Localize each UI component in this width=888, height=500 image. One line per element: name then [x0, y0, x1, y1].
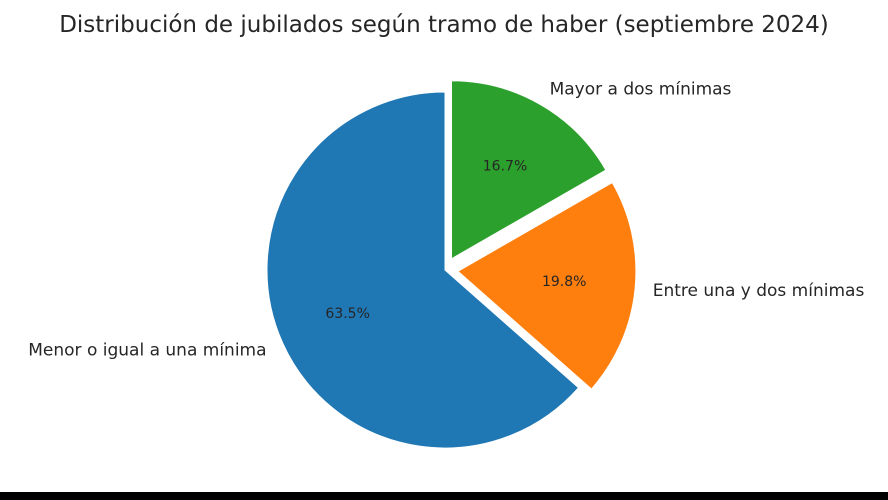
pie-slice — [457, 181, 637, 390]
pie-slice — [451, 80, 607, 260]
slice-percent-label: 63.5% — [325, 306, 369, 322]
slice-percent-label: 19.8% — [542, 274, 586, 290]
chart-title: Distribución de jubilados según tramo de… — [59, 12, 829, 38]
slice-percent-label: 16.7% — [483, 158, 527, 174]
pie-slice — [266, 91, 580, 449]
slice-category-label: Menor o igual a una mínima — [28, 341, 266, 361]
slice-category-label: Mayor a dos mínimas — [550, 79, 732, 99]
slice-category-label: Entre una y dos mínimas — [653, 281, 865, 301]
